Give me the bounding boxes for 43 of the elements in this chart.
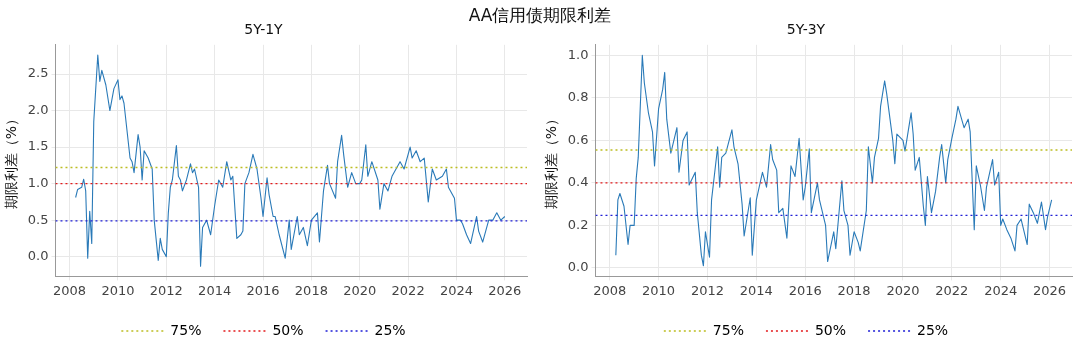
y-tick-label: 0.2 [567, 216, 589, 232]
y-tick-label: 1.5 [27, 138, 49, 154]
x-tick-label: 2012 [149, 282, 183, 298]
x-tick-label: 2018 [837, 282, 871, 298]
y-tick-label: 2.0 [27, 101, 49, 117]
chart-title: 5Y-3Y [786, 21, 826, 38]
y-tick-label: 0.8 [567, 89, 589, 105]
y-tick-label: 0.0 [567, 259, 589, 275]
text: AA信用债期限利差 [468, 5, 612, 25]
y-tick-label: 1.0 [567, 46, 589, 62]
x-tick-label: 2008 [53, 282, 87, 298]
x-tick-label: 2012 [690, 282, 725, 298]
x-tick-label: 2010 [642, 282, 676, 298]
x-tick-label: 2024 [984, 282, 1018, 298]
y-tick-label: 0.0 [27, 248, 49, 264]
y-tick-label: 1.0 [27, 174, 49, 190]
y-tick-label: 2.5 [27, 65, 49, 81]
legend-label: 50% [272, 321, 304, 338]
chart-title: 5Y-1Y [244, 21, 284, 38]
x-tick-label: 2022 [391, 282, 425, 298]
x-tick-label: 2014 [198, 282, 232, 298]
legend-label: 75% [712, 321, 744, 338]
y-tick-label: 0.6 [567, 131, 589, 147]
x-tick-label: 2026 [488, 282, 522, 298]
x-tick-label: 2016 [246, 282, 280, 298]
x-tick-label: 2010 [101, 282, 135, 298]
x-tick-label: 2022 [935, 282, 969, 298]
x-tick-label: 2020 [886, 282, 920, 298]
y-axis-title: 期限利差（%） [3, 111, 20, 210]
y-tick-label: 0.5 [27, 211, 49, 227]
x-tick-label: 2026 [1033, 282, 1067, 298]
legend-label: 25% [917, 321, 949, 338]
legend-label: 50% [814, 321, 847, 338]
y-tick-label: 0.4 [567, 174, 589, 190]
x-tick-label: 2020 [343, 282, 377, 298]
x-tick-label: 2016 [788, 282, 822, 298]
x-tick-label: 2008 [593, 282, 627, 298]
x-tick-label: 2018 [294, 282, 328, 298]
x-tick-label: 2014 [739, 282, 773, 298]
legend-label: 75% [170, 321, 202, 338]
y-axis-title: 期限利差（%） [543, 111, 560, 210]
legend-label: 25% [374, 321, 406, 338]
x-tick-label: 2024 [439, 282, 474, 298]
